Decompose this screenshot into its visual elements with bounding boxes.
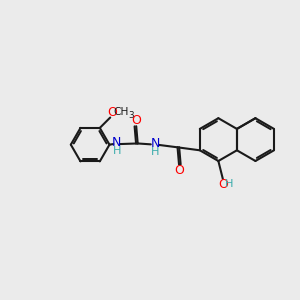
Text: 3: 3: [129, 111, 134, 120]
Text: CH: CH: [114, 107, 129, 118]
Text: H: H: [113, 146, 121, 157]
Text: O: O: [174, 164, 184, 177]
Text: H: H: [151, 147, 160, 158]
Text: O: O: [218, 178, 228, 191]
Text: N: N: [151, 137, 160, 150]
Text: H: H: [225, 179, 234, 189]
Text: N: N: [112, 136, 122, 149]
Text: O: O: [131, 114, 141, 127]
Text: O: O: [107, 106, 117, 119]
